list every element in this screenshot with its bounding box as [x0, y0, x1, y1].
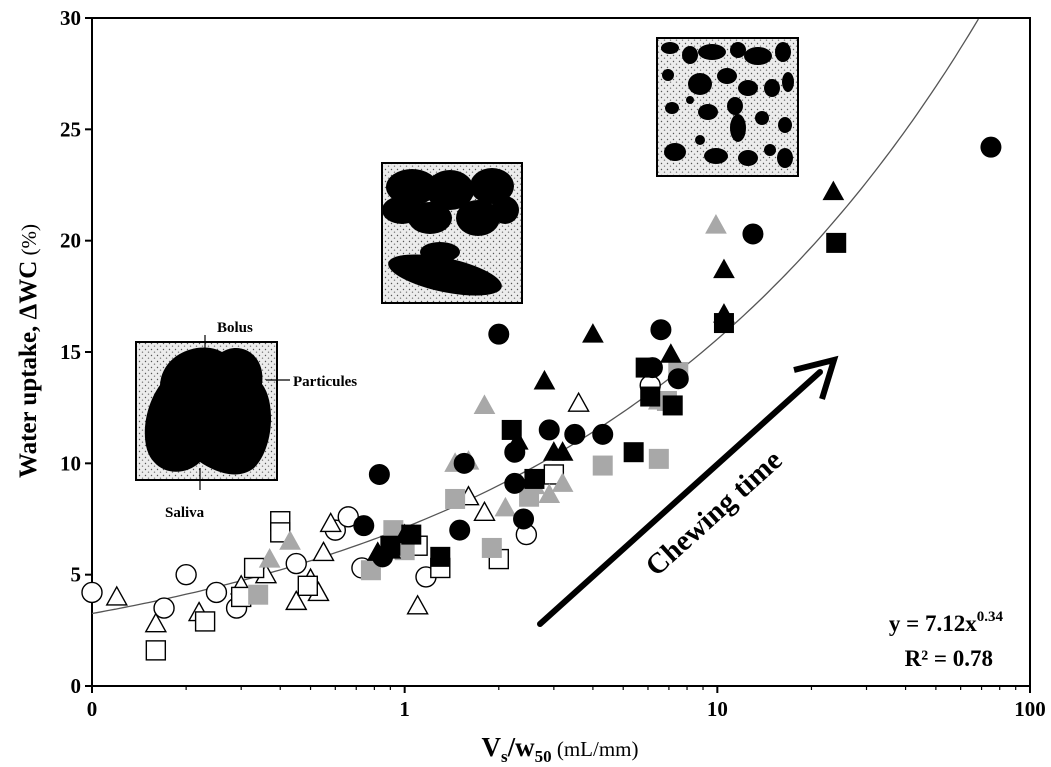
medium-particles-inset-diagram	[381, 162, 523, 304]
data-point-square	[524, 468, 545, 489]
data-point-square	[662, 395, 683, 416]
series-gray-square	[248, 362, 689, 605]
data-point-square	[648, 448, 669, 469]
data-point-square	[145, 640, 167, 661]
x-tick-label: 100	[1014, 697, 1046, 721]
data-point-circle	[742, 223, 764, 245]
data-points	[81, 136, 1002, 661]
axis-ticks: 0 5 10 15 20 25 30 0 1 10 100	[60, 6, 1046, 721]
fine-particles-inset-diagram	[656, 37, 799, 177]
data-point-square	[401, 524, 422, 545]
data-point-triangle	[659, 343, 682, 363]
data-point-square	[640, 386, 661, 407]
data-point-triangle	[713, 258, 735, 279]
data-point-circle	[592, 423, 614, 445]
data-point-circle	[667, 368, 689, 390]
data-point-circle	[449, 519, 471, 541]
data-point-triangle	[285, 589, 308, 611]
data-point-square	[297, 575, 319, 596]
data-point-triangle	[105, 585, 128, 606]
data-point-square	[243, 557, 265, 579]
y-tick-label: 5	[71, 563, 82, 587]
x-tick-label: 1	[399, 697, 410, 721]
data-point-triangle	[144, 612, 168, 633]
series-white-circle	[81, 374, 661, 619]
data-point-square	[481, 537, 502, 558]
data-point-square	[380, 535, 401, 556]
data-point-circle	[538, 419, 560, 441]
y-tick-label: 10	[60, 451, 81, 475]
y-tick-label: 30	[60, 6, 81, 30]
data-point-circle	[205, 581, 228, 604]
data-point-circle	[564, 423, 586, 445]
data-point-square	[635, 357, 656, 378]
medium-particles	[382, 168, 519, 296]
bolus-shape	[144, 347, 272, 475]
r-squared: R² = 0.78	[905, 646, 993, 671]
data-point-circle	[513, 508, 535, 530]
data-point-triangle	[319, 512, 342, 533]
y-tick-label: 25	[60, 117, 81, 141]
data-point-triangle	[258, 548, 281, 568]
x-tick-label: 0	[87, 697, 98, 721]
data-point-triangle	[473, 394, 496, 414]
data-point-circle	[504, 472, 526, 494]
data-point-circle	[153, 597, 175, 619]
data-point-triangle	[567, 391, 590, 412]
data-point-square	[248, 584, 269, 605]
data-point-triangle	[582, 323, 604, 343]
data-point-square	[430, 546, 451, 567]
arrow-shaft	[537, 369, 823, 627]
y-tick-label: 20	[60, 229, 81, 253]
y-axis-title: Water uptake, ΔWC (%)	[15, 224, 42, 478]
bolus-label: Bolus	[217, 320, 253, 336]
data-point-triangle	[312, 540, 335, 562]
data-point-triangle	[551, 441, 574, 461]
data-point-square	[592, 455, 613, 476]
data-point-circle	[488, 323, 510, 345]
data-point-circle	[285, 552, 307, 575]
data-point-square	[230, 586, 252, 608]
data-point-circle	[353, 515, 375, 537]
data-point-triangle	[551, 472, 574, 492]
data-point-triangle	[473, 500, 496, 522]
data-point-circle	[175, 563, 197, 586]
data-point-square	[194, 611, 216, 632]
data-point-triangle	[406, 594, 429, 615]
chewing-time-arrow	[537, 355, 839, 627]
particules-label: Particules	[293, 374, 357, 390]
saliva-label: Saliva	[165, 505, 205, 521]
data-point-triangle	[494, 496, 517, 517]
y-tick-label: 0	[71, 674, 82, 698]
data-point-circle	[453, 452, 475, 474]
data-point-square	[623, 442, 644, 463]
fine-particles	[661, 42, 794, 168]
arrow-head	[793, 355, 839, 400]
data-point-triangle	[506, 430, 529, 450]
fit-equation: y = 7.12x0.34	[889, 609, 1004, 636]
fit-curve	[91, 18, 979, 615]
x-axis-title: Vs/w50 (mL/mm)	[481, 732, 638, 766]
y-tick-label: 15	[60, 340, 81, 364]
series-black-square	[380, 232, 847, 567]
bolus-inset-diagram: Bolus Particules Saliva	[135, 320, 357, 521]
data-point-triangle	[538, 483, 561, 504]
data-point-circle	[650, 319, 672, 341]
data-point-square	[826, 232, 847, 253]
data-point-square	[445, 488, 466, 509]
data-point-circle	[368, 463, 390, 485]
data-point-triangle	[533, 369, 556, 390]
data-point-triangle	[705, 214, 727, 234]
data-point-triangle	[822, 180, 845, 201]
data-point-square	[713, 313, 734, 334]
x-tick-label: 10	[707, 697, 728, 721]
data-point-circle	[980, 136, 1002, 158]
data-point-square	[501, 419, 522, 440]
data-point-triangle	[279, 530, 301, 550]
data-point-circle	[81, 581, 103, 604]
